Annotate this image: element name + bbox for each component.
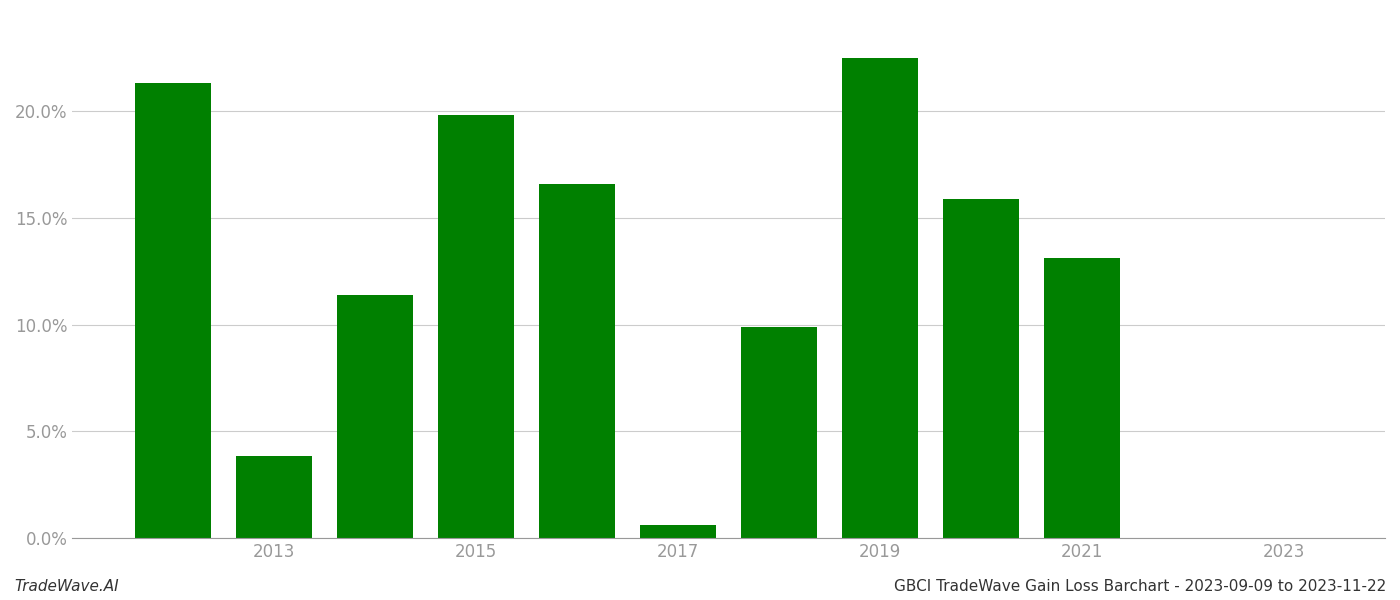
Bar [539, 184, 615, 538]
Bar [843, 58, 918, 538]
Bar [1044, 259, 1120, 538]
Bar [337, 295, 413, 538]
Bar [136, 83, 211, 538]
Bar [742, 327, 818, 538]
Text: GBCI TradeWave Gain Loss Barchart - 2023-09-09 to 2023-11-22: GBCI TradeWave Gain Loss Barchart - 2023… [893, 579, 1386, 594]
Bar [640, 526, 715, 538]
Text: TradeWave.AI: TradeWave.AI [14, 579, 119, 594]
Bar [944, 199, 1019, 538]
Bar [237, 456, 312, 538]
Bar [438, 115, 514, 538]
